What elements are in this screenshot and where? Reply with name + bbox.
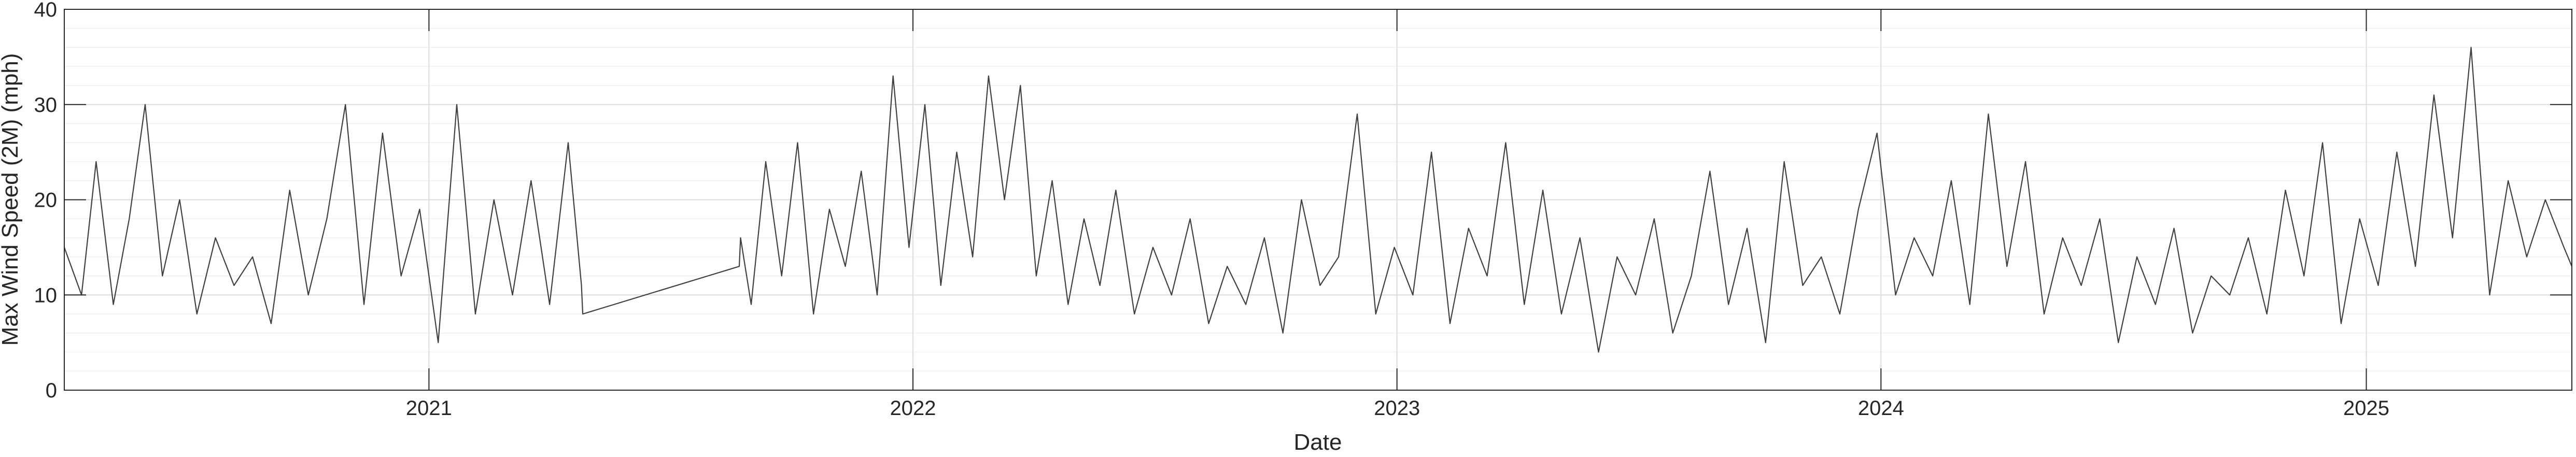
y-axis-label: Max Wind Speed (2M) (mph) <box>0 53 23 346</box>
x-tick-label: 2023 <box>1374 397 1420 420</box>
y-tick-label: 10 <box>34 284 58 307</box>
y-tick-label: 40 <box>34 0 58 21</box>
series-line-0 <box>63 47 2573 353</box>
tick-marks <box>64 9 2572 391</box>
x-tick-labels: 2021 2022 2023 2024 2025 <box>406 397 2389 420</box>
x-tick-label: 2025 <box>2343 397 2389 420</box>
y-tick-labels: 0 10 20 30 40 <box>34 0 58 402</box>
x-axis-label: Date <box>1294 430 1342 454</box>
x-tick-label: 2022 <box>890 397 936 420</box>
series-layer <box>63 47 2573 353</box>
x-tick-label: 2021 <box>406 397 452 420</box>
x-tick-label: 2024 <box>1858 397 1904 420</box>
y-tick-label: 0 <box>46 379 57 402</box>
y-tick-label: 20 <box>34 189 58 212</box>
grid-lines <box>64 9 2572 391</box>
y-tick-label: 30 <box>34 94 58 117</box>
